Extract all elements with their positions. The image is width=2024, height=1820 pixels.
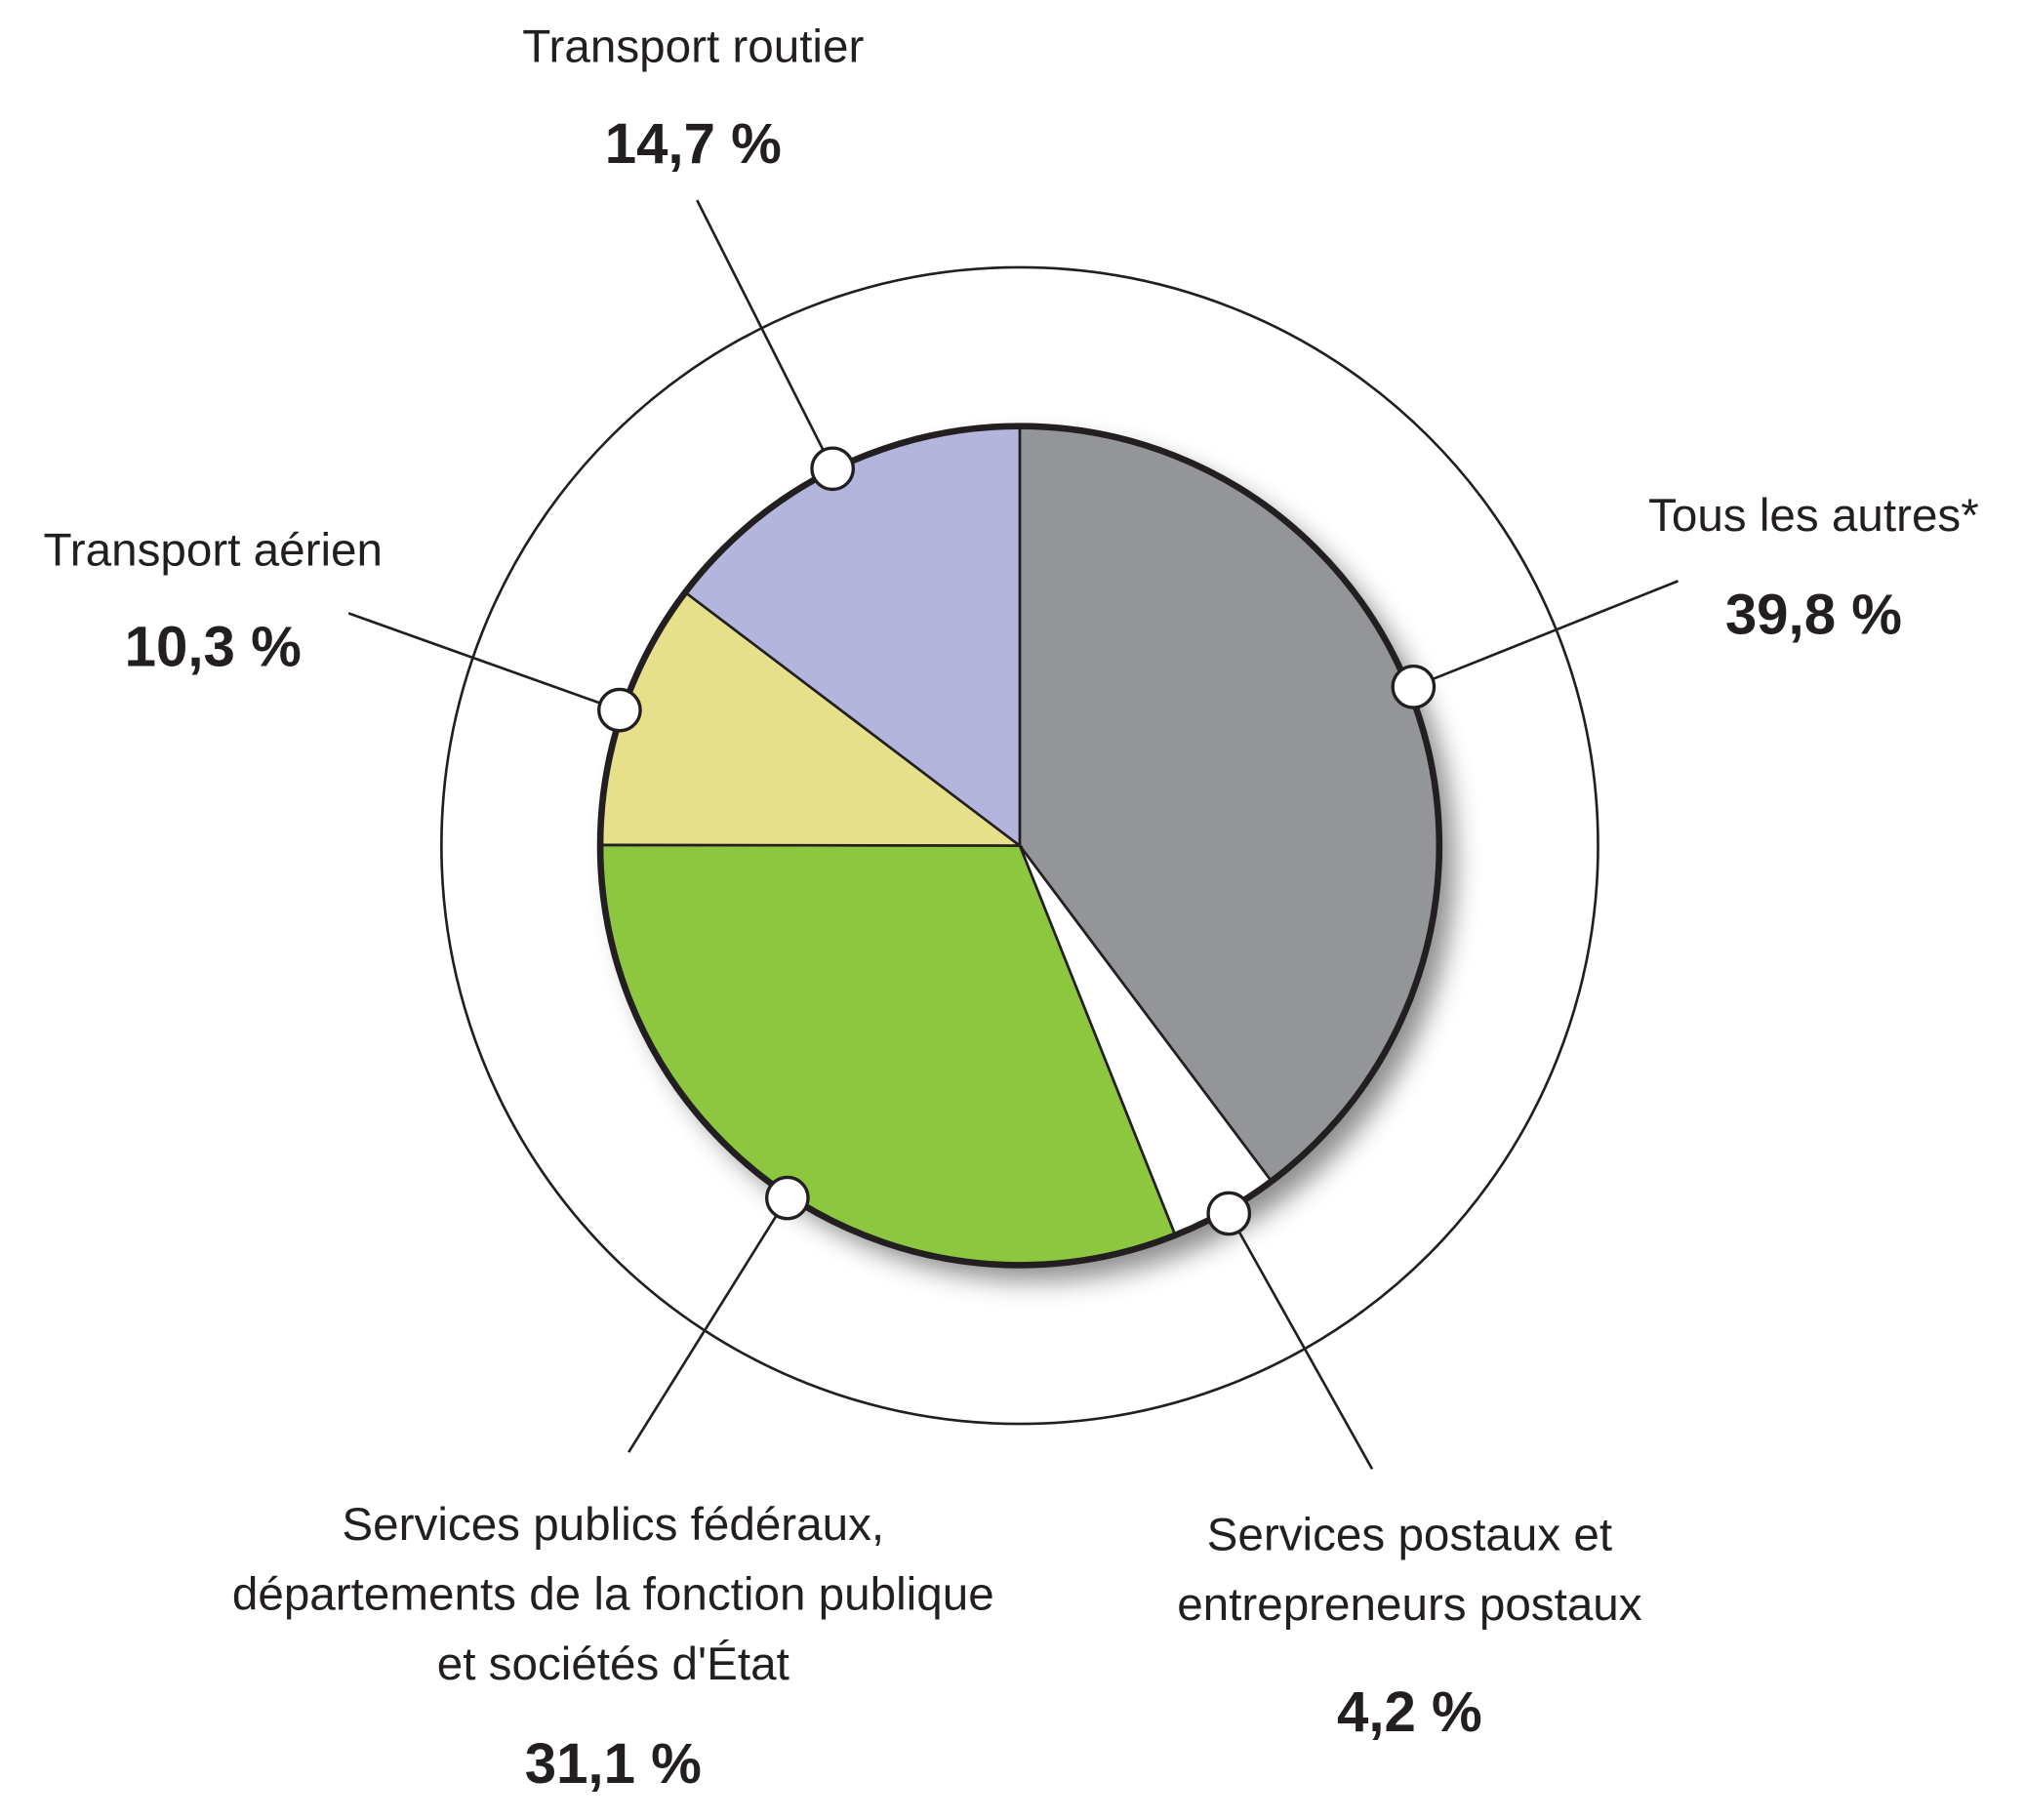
leader-line: [347, 612, 621, 711]
category-label: Services publics fédéraux, départements d…: [232, 1499, 994, 1690]
value-label: 31,1 %: [525, 1732, 702, 1796]
leader-dot: [1206, 1191, 1252, 1236]
leader-line: [627, 1196, 789, 1453]
outer-ring: [440, 265, 1599, 1426]
leader-dot: [1391, 665, 1437, 709]
category-label: Services postaux et entrepreneurs postaux: [1177, 1510, 1642, 1631]
pie-border: [596, 423, 1443, 1269]
pie: [596, 423, 1443, 1269]
leader-dot: [810, 446, 855, 492]
category-label: Transport routier: [522, 21, 864, 73]
value-label: 39,8 %: [1725, 584, 1902, 647]
value-label: 14,7 %: [605, 112, 782, 176]
leader-line: [696, 199, 834, 469]
value-label: 10,3 %: [125, 616, 302, 679]
category-label: Transport aérien: [43, 524, 383, 576]
leader-dot: [597, 687, 642, 733]
value-label: 4,2 %: [1337, 1680, 1482, 1744]
leader-line: [1228, 1212, 1374, 1471]
leader-dot: [765, 1175, 810, 1221]
leader-line: [1412, 580, 1680, 689]
category-label: Tous les autres*: [1648, 490, 1979, 542]
